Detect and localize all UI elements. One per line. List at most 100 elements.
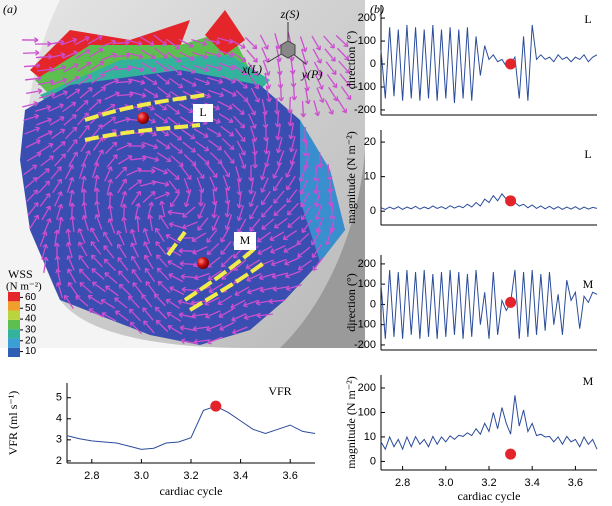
wss-arrow — [204, 297, 220, 305]
wss-arrow-head — [167, 209, 173, 216]
wss-arrow — [221, 268, 235, 280]
wss-arrow — [102, 66, 118, 74]
colorbar-unit: (N m⁻²) — [6, 281, 42, 293]
wss-arrow-head — [78, 254, 84, 260]
wss-arrow — [191, 38, 207, 46]
wss-arrow — [178, 103, 194, 113]
wss-arrow — [303, 126, 307, 144]
wss-arrow — [206, 127, 222, 137]
wss-arrow — [26, 189, 38, 203]
region-lines — [84, 93, 267, 312]
wss-arrow — [75, 295, 89, 307]
wss-arrow-head — [316, 58, 322, 64]
wss-arrow — [265, 151, 271, 167]
wss-arrow — [101, 53, 117, 61]
wss-arrow — [66, 177, 74, 193]
region-line — [84, 123, 201, 142]
wss-arrow — [101, 312, 117, 322]
wss-arrow-head — [36, 75, 42, 82]
wss-arrow — [220, 125, 234, 137]
wss-arrow — [64, 126, 78, 140]
wss-arrow-head — [147, 214, 154, 220]
wss-arrow-head — [183, 202, 190, 208]
wss-arrow-head — [127, 295, 133, 301]
wss-arrow — [273, 285, 289, 291]
wss-arrow-head — [94, 213, 101, 219]
wss-arrow-head — [107, 204, 114, 210]
wss-arrow-head — [72, 50, 78, 56]
colorbar-swatch — [8, 310, 20, 320]
wss-arrow-head — [162, 105, 168, 111]
wss-arrow-head — [33, 100, 39, 107]
wss-arrow — [24, 177, 38, 189]
wss-arrow — [63, 114, 77, 126]
wss-arrow — [67, 228, 71, 246]
wss-arrow-head — [169, 202, 175, 208]
wss-arrow — [316, 87, 324, 103]
wss-arrow — [131, 255, 141, 271]
wss-arrow-head — [190, 299, 196, 306]
wss-arrow — [268, 299, 286, 303]
wss-arrow-head — [208, 287, 214, 293]
wss-arrow-head — [302, 151, 309, 157]
wss-arrow-head — [162, 169, 168, 175]
wss-arrow-head — [264, 71, 271, 77]
wss-arrow-head — [191, 312, 197, 319]
wss-arrow — [143, 228, 151, 244]
wss-arrow-head — [155, 241, 161, 247]
wss-arrow — [67, 255, 75, 271]
wss-arrow — [237, 218, 247, 234]
wss-arrow-head — [252, 44, 258, 50]
wss-arrow-head — [203, 132, 209, 138]
wss-arrow-head — [72, 151, 78, 157]
wss-arrow-head — [93, 161, 100, 167]
wss-arrow — [231, 313, 247, 321]
wss-arrow-head — [253, 71, 259, 77]
wss-arrow-head — [318, 84, 324, 90]
wss-arrow — [82, 215, 90, 231]
wss-arrow — [213, 201, 217, 219]
wss-arrow — [74, 36, 90, 46]
wss-arrow-head — [125, 52, 131, 59]
wss-arrow-head — [204, 146, 210, 152]
wss-arrow — [49, 116, 65, 126]
wss-arrow-head — [260, 187, 266, 193]
wss-arrow-head — [47, 130, 53, 136]
data-line — [380, 193, 598, 211]
wss-arrow — [115, 166, 127, 180]
wss-arrow-head — [191, 236, 197, 242]
wss-arrow-head — [97, 35, 103, 41]
wss-arrow — [314, 178, 320, 194]
wss-arrow-head — [330, 56, 336, 62]
wss-arrow — [190, 300, 208, 304]
wss-arrow-head — [207, 275, 213, 281]
wss-arrow-head — [126, 65, 132, 72]
y-tick-label: 0 — [370, 58, 376, 70]
wss-arrow — [77, 61, 91, 73]
wss-arrow-head — [216, 131, 222, 137]
wss-arrow — [52, 91, 68, 99]
wss-arrow-head — [259, 287, 265, 293]
marker — [505, 296, 517, 308]
wss-arrow — [116, 143, 132, 151]
wss-arrow — [39, 231, 47, 247]
wss-arrow-head — [177, 148, 183, 154]
y-axis-label: magnitude (N m⁻²) — [344, 376, 358, 469]
wss-arrow — [108, 218, 116, 234]
wss-arrow-head — [94, 200, 100, 206]
wss-arrow-head — [98, 48, 104, 54]
wss-arrow — [103, 258, 117, 272]
wss-arrow — [158, 215, 170, 229]
wss-arrow-head — [217, 65, 223, 72]
wss-arrow — [289, 96, 291, 114]
wss-arrow — [80, 176, 86, 192]
wss-arrow — [304, 88, 310, 104]
x-axis-label: cardiac cycle — [160, 484, 223, 498]
wss-arrow — [301, 49, 307, 65]
y-tick-label: 0 — [370, 455, 376, 467]
wss-arrow — [220, 162, 230, 178]
wss-arrow — [178, 38, 194, 48]
wss-arrow — [170, 155, 184, 167]
wss-arrow — [257, 231, 271, 243]
